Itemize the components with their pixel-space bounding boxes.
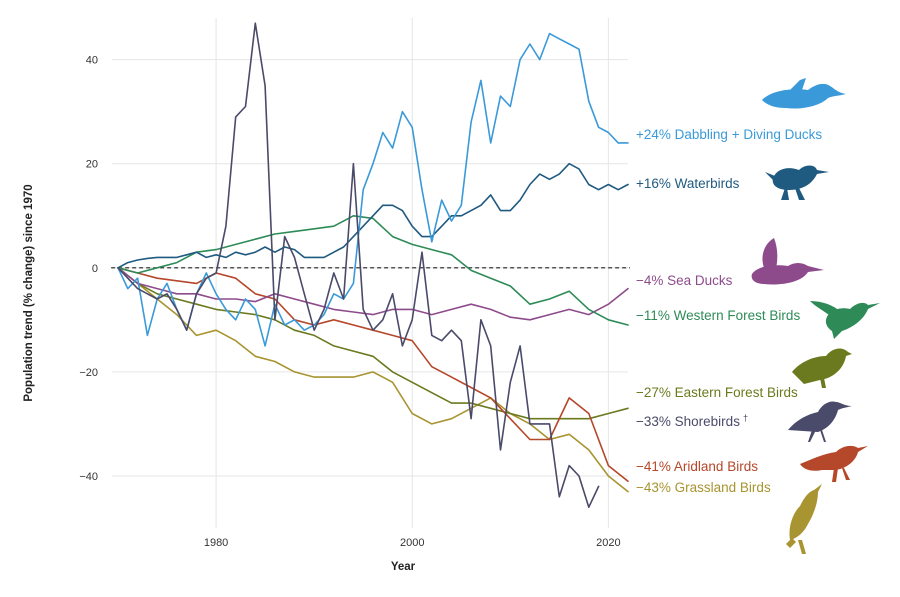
x-tick-label: 2000 [400,537,424,549]
legend-label-eastern: −27% Eastern Forest Birds [636,385,798,400]
series-lines [117,22,629,509]
legend-label-waterbirds: +16% Waterbirds [636,176,740,191]
series-line-waterbirds [117,162,629,269]
axes: −40 −20 0 20 40 1980 2000 2020 Year Population tr… [23,55,621,573]
aridland-bird-icon [800,445,868,482]
warbler-icon [792,348,852,388]
series-line-seaducks [117,266,629,321]
y-tick-label: 0 [92,263,98,275]
sea-duck-icon [751,238,824,285]
hummingbird-icon [810,301,880,339]
legend-label-aridland: −41% Aridland Birds [636,459,758,474]
waterbird-icon [765,165,829,200]
legend: +24% Dabbling + Diving Ducks +16% Waterbi… [636,127,822,495]
y-tick-label: −20 [79,367,98,379]
y-tick-label: 20 [86,159,98,171]
duck-icon [762,78,846,109]
meadowlark-icon [786,484,822,554]
legend-label-ducks: +24% Dabbling + Diving Ducks [636,127,822,142]
bird-icons [751,78,880,554]
x-tick-label: 2020 [596,537,620,549]
x-axis-title: Year [391,561,416,573]
legend-label-shorebirds: −33% Shorebirds [636,414,740,429]
y-tick-label: −40 [79,471,98,483]
series-line-western [117,215,629,326]
series-line-ducks [117,32,629,347]
legend-footnote-mark: † [743,413,748,423]
shorebird-icon [788,401,852,442]
y-tick-label: 40 [86,55,98,67]
legend-label-seaducks: −4% Sea Ducks [636,273,733,288]
series-line-grassland [117,266,629,493]
y-axis-title: Population trend (% change) since 1970 [23,184,35,401]
legend-label-western: −11% Western Forest Birds [636,308,800,323]
gridlines [111,18,630,528]
x-tick-label: 1980 [204,537,228,549]
legend-label-grassland: −43% Grassland Birds [636,480,771,495]
series-line-shorebirds [117,22,600,509]
series-line-eastern [117,266,629,420]
